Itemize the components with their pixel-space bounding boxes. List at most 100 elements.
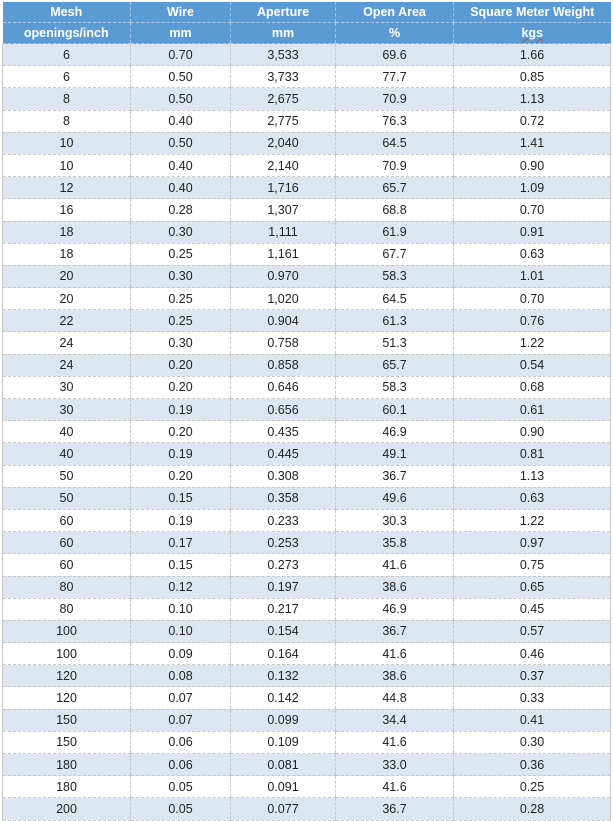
cell-mesh: 6: [2, 43, 131, 67]
cell-wire: 0.19: [130, 398, 231, 422]
cell-wire: 0.40: [130, 110, 231, 133]
cell-wire: 0.10: [130, 620, 231, 644]
cell-wire: 0.20: [130, 465, 231, 488]
header-wire: Wire: [130, 2, 231, 23]
table-row: 200 0.05 0.077 36.7 0.28: [2, 797, 611, 821]
unit-aperture: mm: [230, 22, 336, 44]
table-row: 100 0.10 0.154 36.7 0.57: [2, 620, 611, 644]
cell-aperture: 0.217: [230, 598, 336, 621]
table-row: 50 0.15 0.358 49.6 0.63: [2, 487, 611, 510]
cell-weight: 0.70: [453, 198, 611, 222]
cell-aperture: 2,040: [230, 132, 336, 155]
cell-wire: 0.30: [130, 221, 231, 244]
unit-open-area: %: [335, 22, 454, 44]
cell-aperture: 1,716: [230, 176, 336, 200]
cell-wire: 0.07: [130, 686, 231, 710]
cell-wire: 0.25: [130, 243, 231, 266]
cell-open-area: 64.5: [335, 132, 454, 155]
cell-weight: 0.28: [453, 797, 611, 821]
table-row: 6 0.50 3,733 77.7 0.85: [2, 65, 611, 89]
unit-weight: kgs: [521, 26, 544, 40]
cell-open-area: 46.9: [335, 420, 454, 444]
cell-weight: 1.22: [453, 331, 611, 355]
cell-wire: 0.06: [130, 731, 231, 755]
cell-mesh: 50: [2, 487, 131, 510]
table-row: 180 0.05 0.091 41.6 0.25: [2, 775, 611, 799]
cell-aperture: 0.109: [230, 731, 336, 755]
table-row: 40 0.20 0.435 46.9 0.90: [2, 420, 611, 444]
table-row: 60 0.15 0.273 41.6 0.75: [2, 553, 611, 577]
cell-wire: 0.06: [130, 753, 231, 777]
table-row: 30 0.19 0.656 60.1 0.61: [2, 398, 611, 422]
cell-mesh: 60: [2, 531, 131, 555]
cell-aperture: 0.308: [230, 465, 336, 488]
table-row: 10 0.50 2,040 64.5 1.41: [2, 132, 611, 155]
cell-wire: 0.50: [130, 87, 231, 111]
table-row: 18 0.30 1,111 61.9 0.91: [2, 221, 611, 244]
cell-wire: 0.12: [130, 576, 231, 599]
cell-wire: 0.20: [130, 354, 231, 377]
cell-mesh: 100: [2, 620, 131, 644]
table-row: 60 0.17 0.253 35.8 0.97: [2, 531, 611, 555]
cell-open-area: 41.6: [335, 642, 454, 666]
cell-open-area: 65.7: [335, 354, 454, 377]
cell-mesh: 6: [2, 65, 131, 89]
cell-mesh: 8: [2, 87, 131, 111]
cell-open-area: 69.6: [335, 43, 454, 67]
table-row: 24 0.30 0.758 51.3 1.22: [2, 331, 611, 355]
cell-mesh: 80: [2, 598, 131, 621]
cell-weight: 0.70: [453, 287, 611, 311]
cell-weight: 0.81: [453, 442, 611, 466]
cell-open-area: 61.3: [335, 309, 454, 333]
cell-mesh: 120: [2, 664, 131, 688]
cell-mesh: 30: [2, 376, 131, 400]
cell-aperture: 1,111: [230, 221, 336, 244]
header-open-area: Open Area: [335, 2, 454, 23]
cell-aperture: 3,733: [230, 65, 336, 89]
header-row-units: openings/inch mm mm % kgs: [2, 22, 611, 44]
cell-open-area: 41.6: [335, 553, 454, 577]
cell-open-area: 41.6: [335, 731, 454, 755]
cell-aperture: 0.358: [230, 487, 336, 510]
cell-aperture: 2,775: [230, 110, 336, 133]
cell-mesh: 200: [2, 797, 131, 821]
cell-wire: 0.05: [130, 775, 231, 799]
cell-open-area: 38.6: [335, 664, 454, 688]
cell-open-area: 49.1: [335, 442, 454, 466]
header-row-titles: Mesh Wire Aperture Open Area Square Mete…: [2, 2, 611, 23]
cell-aperture: 0.253: [230, 531, 336, 555]
cell-mesh: 18: [2, 243, 131, 266]
cell-aperture: 0.758: [230, 331, 336, 355]
cell-aperture: 1,161: [230, 243, 336, 266]
cell-wire: 0.40: [130, 154, 231, 178]
cell-aperture: 0.081: [230, 753, 336, 777]
cell-aperture: 0.132: [230, 664, 336, 688]
table-row: 20 0.25 1,020 64.5 0.70: [2, 287, 611, 311]
unit-wire: mm: [130, 22, 231, 44]
cell-wire: 0.08: [130, 664, 231, 688]
cell-wire: 0.20: [130, 420, 231, 444]
cell-weight: 0.97: [453, 531, 611, 555]
cell-weight: 0.61: [453, 398, 611, 422]
cell-mesh: 50: [2, 465, 131, 488]
table-row: 22 0.25 0.904 61.3 0.76: [2, 309, 611, 333]
cell-mesh: 150: [2, 709, 131, 732]
table-row: 80 0.12 0.197 38.6 0.65: [2, 576, 611, 599]
cell-mesh: 120: [2, 686, 131, 710]
cell-mesh: 10: [2, 132, 131, 155]
cell-open-area: 77.7: [335, 65, 454, 89]
table-row: 180 0.06 0.081 33.0 0.36: [2, 753, 611, 777]
cell-mesh: 24: [2, 354, 131, 377]
cell-open-area: 70.9: [335, 87, 454, 111]
cell-open-area: 49.6: [335, 487, 454, 510]
table-row: 120 0.08 0.132 38.6 0.37: [2, 664, 611, 688]
cell-wire: 0.10: [130, 598, 231, 621]
cell-aperture: 2,675: [230, 87, 336, 111]
cell-aperture: 2,140: [230, 154, 336, 178]
cell-weight: 0.54: [453, 354, 611, 377]
cell-wire: 0.07: [130, 709, 231, 732]
cell-mesh: 60: [2, 509, 131, 533]
cell-wire: 0.30: [130, 265, 231, 289]
cell-weight: 0.72: [453, 110, 611, 133]
cell-aperture: 0.091: [230, 775, 336, 799]
